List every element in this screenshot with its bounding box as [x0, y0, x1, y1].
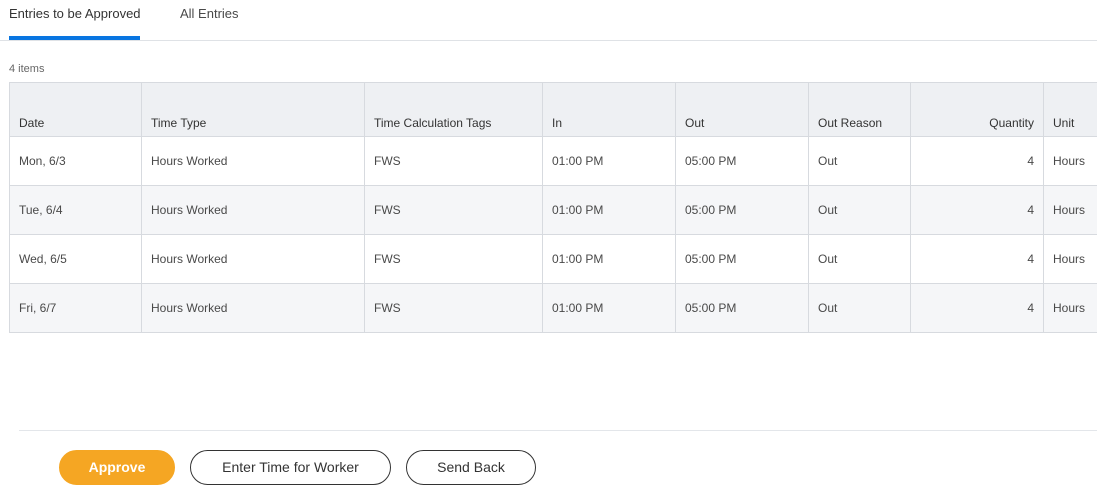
table-row[interactable]: Fri, 6/7 Hours Worked FWS 01:00 PM 05:00… — [9, 283, 1097, 333]
cell-time-calculation-tags: FWS — [364, 234, 543, 284]
approve-button[interactable]: Approve — [59, 450, 175, 485]
cell-time-calculation-tags: FWS — [364, 185, 543, 235]
cell-unit: Hours — [1043, 136, 1097, 186]
cell-quantity: 4 — [910, 234, 1044, 284]
cell-date: Wed, 6/5 — [9, 234, 142, 284]
column-header-out[interactable]: Out — [675, 82, 809, 137]
cell-date: Fri, 6/7 — [9, 283, 142, 333]
entries-table-container: Date Time Type Time Calculation Tags In … — [9, 82, 1097, 333]
cell-time-calculation-tags: FWS — [364, 136, 543, 186]
cell-in: 01:00 PM — [542, 185, 676, 235]
cell-unit: Hours — [1043, 185, 1097, 235]
cell-in: 01:00 PM — [542, 283, 676, 333]
cell-out: 05:00 PM — [675, 234, 809, 284]
cell-quantity: 4 — [910, 136, 1044, 186]
cell-time-type: Hours Worked — [141, 185, 365, 235]
cell-quantity: 4 — [910, 283, 1044, 333]
enter-time-for-worker-button[interactable]: Enter Time for Worker — [190, 450, 391, 485]
cell-out: 05:00 PM — [675, 136, 809, 186]
cell-time-type: Hours Worked — [141, 283, 365, 333]
cell-quantity: 4 — [910, 185, 1044, 235]
table-header-row: Date Time Type Time Calculation Tags In … — [9, 82, 1097, 137]
footer-divider — [19, 430, 1097, 431]
send-back-button[interactable]: Send Back — [406, 450, 536, 485]
cell-in: 01:00 PM — [542, 136, 676, 186]
cell-out: 05:00 PM — [675, 283, 809, 333]
tab-all-entries[interactable]: All Entries — [180, 6, 239, 21]
column-header-time-calculation-tags[interactable]: Time Calculation Tags — [364, 82, 543, 137]
column-header-in[interactable]: In — [542, 82, 676, 137]
column-header-date[interactable]: Date — [9, 82, 142, 137]
column-header-out-reason[interactable]: Out Reason — [808, 82, 911, 137]
cell-time-type: Hours Worked — [141, 136, 365, 186]
column-header-unit[interactable]: Unit — [1043, 82, 1097, 137]
tab-entries-to-be-approved[interactable]: Entries to be Approved — [9, 6, 141, 21]
table-row[interactable]: Wed, 6/5 Hours Worked FWS 01:00 PM 05:00… — [9, 234, 1097, 284]
cell-unit: Hours — [1043, 283, 1097, 333]
active-tab-indicator — [9, 36, 140, 40]
cell-in: 01:00 PM — [542, 234, 676, 284]
item-count: 4 items — [9, 63, 45, 75]
cell-out: 05:00 PM — [675, 185, 809, 235]
cell-out-reason: Out — [808, 185, 911, 235]
cell-time-type: Hours Worked — [141, 234, 365, 284]
cell-time-calculation-tags: FWS — [364, 283, 543, 333]
cell-date: Mon, 6/3 — [9, 136, 142, 186]
cell-out-reason: Out — [808, 234, 911, 284]
column-header-quantity[interactable]: Quantity — [910, 82, 1044, 137]
table-row[interactable]: Mon, 6/3 Hours Worked FWS 01:00 PM 05:00… — [9, 136, 1097, 186]
cell-unit: Hours — [1043, 234, 1097, 284]
cell-out-reason: Out — [808, 136, 911, 186]
cell-out-reason: Out — [808, 283, 911, 333]
table-row[interactable]: Tue, 6/4 Hours Worked FWS 01:00 PM 05:00… — [9, 185, 1097, 235]
cell-date: Tue, 6/4 — [9, 185, 142, 235]
column-header-time-type[interactable]: Time Type — [141, 82, 365, 137]
entries-table: Date Time Type Time Calculation Tags In … — [9, 82, 1097, 333]
tab-bar: Entries to be Approved All Entries — [0, 0, 1097, 41]
